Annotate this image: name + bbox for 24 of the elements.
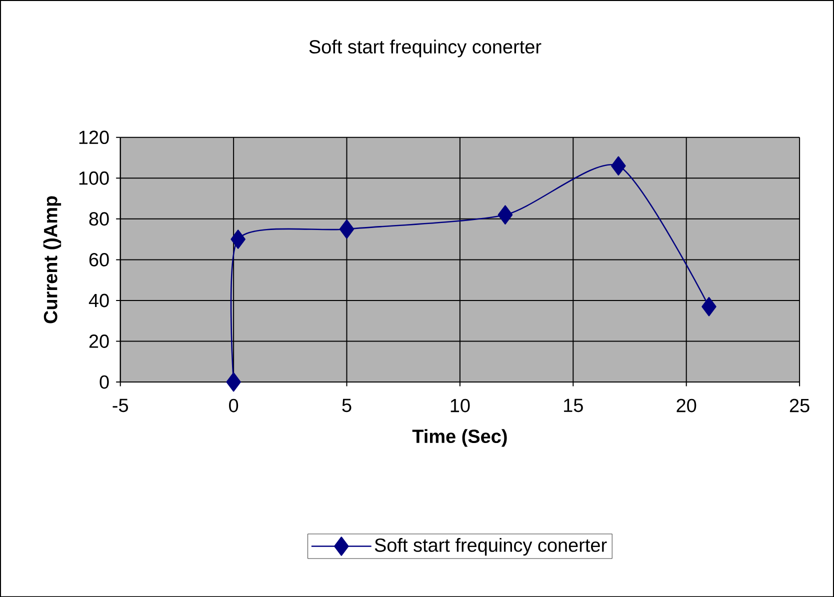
y-tick-label: 0 xyxy=(100,375,109,389)
y-tick-label: 40 xyxy=(88,294,109,308)
chart-title: Soft start frequincy conerter xyxy=(309,39,542,58)
y-tick-label: 100 xyxy=(79,171,109,185)
point xyxy=(230,230,246,249)
x-tick-label: 0 xyxy=(229,398,238,412)
point xyxy=(498,205,513,224)
point xyxy=(339,219,354,239)
y-tick-label: 80 xyxy=(89,212,109,226)
y-tick-label: 60 xyxy=(89,252,109,266)
legend-label: Soft start frequincy conerter xyxy=(374,538,607,556)
x-tick-label: 25 xyxy=(790,398,810,412)
x-tick-label: 15 xyxy=(564,398,583,412)
y-tick-label: 120 xyxy=(79,130,109,144)
y-tick-label: 20 xyxy=(89,334,109,348)
x-tick-label: -5 xyxy=(112,398,128,412)
y-axis-title: Current ()Amp xyxy=(43,196,62,324)
point xyxy=(226,372,241,392)
x-tick-label: 5 xyxy=(342,398,352,412)
x-tick-label: 10 xyxy=(450,398,470,412)
x-tick-label: 20 xyxy=(676,398,696,412)
point xyxy=(611,156,626,176)
x-axis-title: Time (Sec) xyxy=(412,428,507,447)
point xyxy=(702,296,716,316)
